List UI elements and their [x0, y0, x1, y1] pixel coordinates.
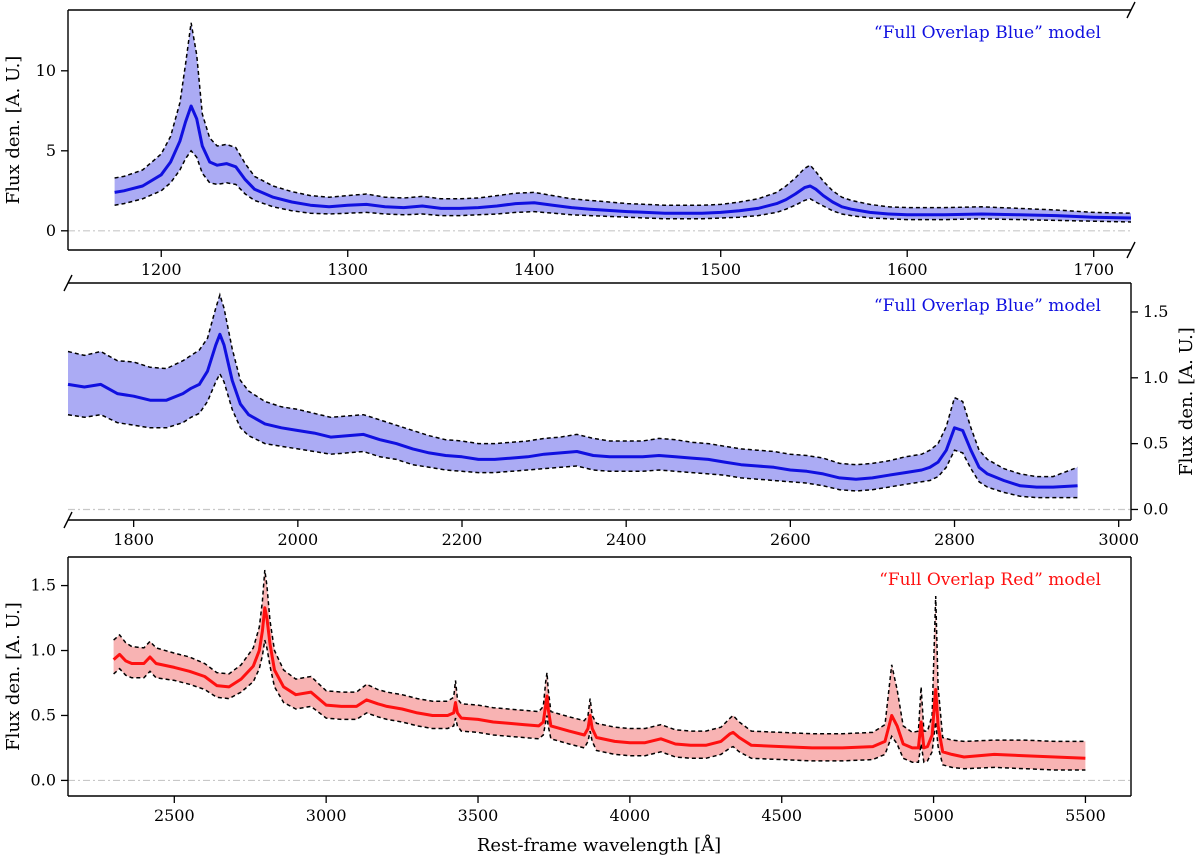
- y-axis-label: Flux den. [A. U.]: [3, 602, 24, 751]
- x-tick-label: 2500: [154, 806, 195, 825]
- median-spectrum-line: [112, 606, 1086, 760]
- panel-1: 1200 1300 1400 1500 1600 1700 0 5 10 Flux den. [A…: [3, 1, 1136, 279]
- x-tick-label: 1600: [887, 260, 928, 279]
- x-tick-label: 1800: [113, 530, 154, 549]
- model-annotation: “Full Overlap Blue” model: [874, 23, 1101, 43]
- x-tick-label: 3500: [458, 806, 499, 825]
- y-tick-label: 1.5: [31, 576, 56, 595]
- x-tick-label: 3000: [1098, 530, 1139, 549]
- x-tick-label: 2400: [606, 530, 647, 549]
- uncertainty-band: [114, 22, 1132, 222]
- median-spectrum-line: [67, 332, 1078, 489]
- y-tick-label: 10: [36, 61, 56, 80]
- model-annotation: “Full Overlap Blue” model: [874, 296, 1101, 316]
- x-tick-label: 1500: [700, 260, 741, 279]
- y-tick-label: 0.5: [31, 705, 56, 724]
- axis-break-mark: [1126, 241, 1136, 259]
- y-tick-label: 1.0: [31, 641, 56, 660]
- y-axis-label: Flux den. [A. U.]: [1176, 327, 1197, 476]
- axis-break-mark: [1126, 1, 1136, 19]
- y-tick-label: 1.0: [1143, 368, 1168, 387]
- y-axis-label: Flux den. [A. U.]: [3, 56, 24, 205]
- lower-bound-line: [114, 149, 1132, 223]
- uncertainty-band: [113, 570, 1086, 770]
- x-tick-label: 2000: [277, 530, 318, 549]
- x-tick-label: 2600: [770, 530, 811, 549]
- upper-bound-line: [113, 569, 1086, 743]
- y-tick-label: 0: [46, 221, 56, 240]
- x-tick-label: 1300: [327, 260, 368, 279]
- x-tick-label: 3000: [306, 806, 347, 825]
- model-annotation: “Full Overlap Red” model: [879, 570, 1101, 590]
- y-tick-label: 0.0: [1143, 499, 1168, 518]
- x-tick-label: 2200: [442, 530, 483, 549]
- x-tick-label: 5500: [1065, 806, 1106, 825]
- y-tick-label: 1.5: [1143, 302, 1168, 321]
- x-tick-label: 1700: [1073, 260, 1114, 279]
- panel-3: 2500 3000 3500 4000 4500 5000 5500 0.0 0.5 1.0 1.5…: [3, 556, 1132, 825]
- x-tick-label: 2800: [934, 530, 975, 549]
- y-tick-label: 0.0: [31, 770, 56, 789]
- lower-bound-line: [113, 639, 1086, 771]
- lower-bound-line: [67, 372, 1078, 499]
- axis-break-mark: [63, 274, 73, 292]
- x-tick-label: 1200: [141, 260, 182, 279]
- median-spectrum-line: [114, 104, 1132, 220]
- y-tick-label: 0.5: [1143, 434, 1168, 453]
- x-tick-label: 1400: [514, 260, 555, 279]
- x-tick-label: 5000: [913, 806, 954, 825]
- y-tick-label: 5: [46, 141, 56, 160]
- uncertainty-band: [68, 294, 1078, 498]
- x-tick-label: 4500: [761, 806, 802, 825]
- axis-break-mark: [63, 511, 73, 529]
- x-tick-label: 4000: [610, 806, 651, 825]
- figure-xlabel: Rest-frame wavelength [Å]: [477, 834, 721, 856]
